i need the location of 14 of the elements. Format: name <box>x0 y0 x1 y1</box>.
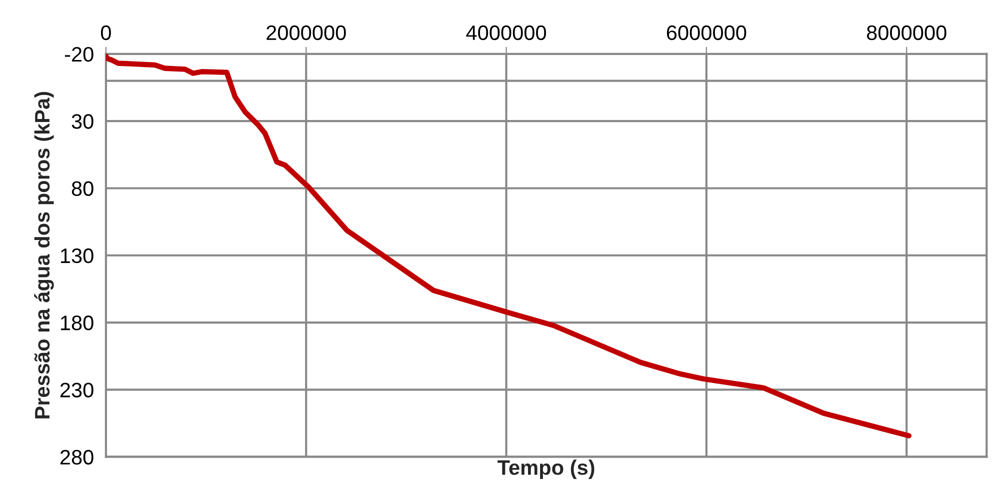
y-tick-label: 230 <box>60 382 94 398</box>
y-tick-label: 280 <box>60 450 94 465</box>
y-tick-label: 30 <box>72 114 94 129</box>
y-tick-label: -20 <box>64 46 94 62</box>
y-tick-label: 80 <box>72 181 94 196</box>
x-tick-label: 8000000 <box>866 25 946 40</box>
y-tick-label: 130 <box>60 248 94 264</box>
x-tick-label: 4000000 <box>466 25 546 40</box>
x-tick-label: 2000000 <box>266 25 346 40</box>
x-tick-label: 0 <box>100 25 111 40</box>
y-axis-title: Pressão na água dos poros (kPa) <box>34 92 54 418</box>
x-tick-label: 6000000 <box>666 25 746 40</box>
x-axis-title: Tempo (s) <box>498 460 594 480</box>
y-tick-label: 180 <box>60 316 94 330</box>
